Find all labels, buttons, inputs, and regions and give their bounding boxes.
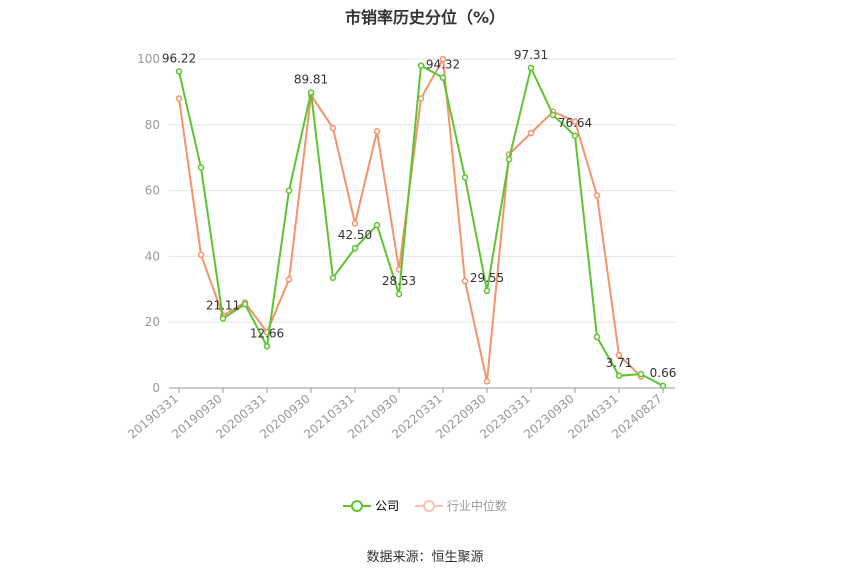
series-0-point-20201231	[329, 274, 337, 282]
series-0-point-20220331	[439, 74, 447, 81]
y-tick-label-40: 40	[145, 249, 160, 263]
series-1-point-20210331	[351, 220, 359, 227]
series-1-point-20240331	[615, 351, 623, 359]
series-1-point-20230930	[571, 118, 579, 125]
chart-title: 市销率历史分位（%）	[344, 8, 506, 27]
legend-company-icon	[343, 499, 372, 513]
data-source: 数据来源：恒生聚源	[366, 550, 484, 565]
series-1-point-20220630	[461, 277, 469, 285]
legend-company-label: 公司	[375, 499, 400, 513]
legend-industry-icon	[414, 499, 443, 513]
series-0-point-20211231	[417, 62, 425, 69]
y-tick-label-100: 100	[137, 52, 160, 66]
series-0-point-20190630	[197, 164, 205, 171]
series-1-point-20230331	[527, 129, 535, 137]
series-0-point-20210630	[373, 221, 381, 229]
series-0-point-20220930	[483, 287, 491, 295]
axes: 0204060801002019033120190930202003312020…	[125, 52, 675, 442]
data-label-20240331: 3.71	[606, 356, 633, 370]
series-0-point-20231231	[593, 333, 601, 341]
data-label-20200331: 12.66	[250, 326, 284, 340]
series-0-point-20240630	[637, 370, 645, 378]
series-1-point-20200630	[285, 276, 293, 283]
grid-lines	[169, 58, 675, 323]
data-label-20220331: 94.32	[426, 58, 460, 72]
series-0-point-20240331	[615, 372, 623, 380]
series-1-point-20201231	[329, 124, 337, 132]
y-tick-label-60: 60	[145, 184, 160, 198]
data-label-20190331: 96.22	[162, 51, 196, 65]
series-1-point-20211231	[417, 95, 425, 102]
data-label-20210331: 42.50	[338, 228, 372, 242]
series-0-point-20190331	[175, 68, 183, 75]
series-0-point-20210930	[395, 290, 403, 298]
series-0-point-20230331	[527, 64, 535, 72]
legend: 公司 行业中位数	[0, 497, 850, 516]
series-0-point-20210331	[351, 244, 359, 252]
series-0-point-20220630	[461, 174, 469, 181]
series-1-point-20220331	[439, 55, 447, 63]
series-1-point-20210630	[373, 128, 381, 135]
series-1-point-20231231	[593, 192, 601, 199]
series-0-point-20230630	[549, 111, 557, 119]
series-1-point-20190331	[175, 95, 183, 102]
series-0-point-20221231	[505, 156, 513, 163]
series-0-point-20200930	[307, 89, 315, 96]
series-0-point-20190930	[219, 315, 227, 322]
data-label-20190930: 21.11	[206, 299, 240, 313]
series	[175, 55, 667, 390]
data-label-20230930: 76.64	[558, 116, 592, 130]
series-0-point-20200331	[263, 343, 271, 350]
data-labels: 96.22 21.11 12.66 89.81 42.50 28.53 94.32 29.55…	[162, 48, 677, 380]
series-0-point-20240827	[659, 382, 667, 390]
series-0-point-20191231	[241, 300, 249, 308]
legend-item-industry[interactable]: 行业中位数	[414, 497, 507, 514]
series-line-1	[178, 55, 642, 382]
y-tick-label-0: 0	[152, 381, 160, 395]
y-tick-label-80: 80	[145, 118, 160, 132]
data-label-20230331: 97.31	[514, 48, 548, 62]
legend-item-company[interactable]: 公司	[343, 497, 399, 514]
y-tick-label-20: 20	[145, 315, 160, 329]
data-label-20240827: 0.66	[650, 366, 677, 380]
legend-industry-label: 行业中位数	[446, 499, 507, 513]
data-label-20210930: 28.53	[382, 274, 416, 288]
data-label-20220930: 29.55	[470, 271, 504, 285]
series-1-point-20190630	[197, 251, 205, 259]
series-0-point-20200630	[285, 187, 293, 194]
data-label-20200930: 89.81	[294, 73, 328, 87]
series-0-point-20230930	[571, 132, 579, 140]
series-1-point-20220930	[483, 378, 491, 385]
